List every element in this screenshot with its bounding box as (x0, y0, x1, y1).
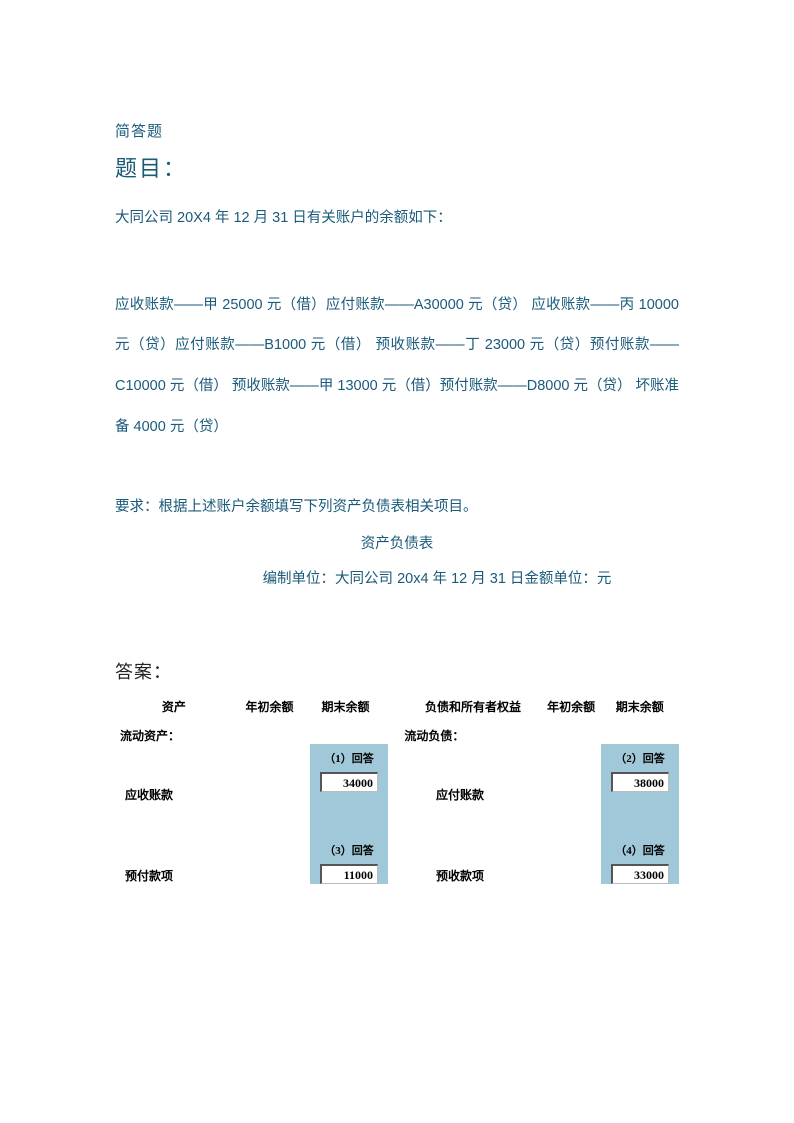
col-asset-header: 资产 (115, 698, 233, 715)
liab-labels-column: 应付账款 预收款项 (406, 744, 601, 884)
question-body: 应收账款——甲 25000 元（借）应付账款——A30000 元（贷） 应收账款… (115, 285, 679, 447)
table-sub-row: 流动资产： 流动负债： (115, 727, 679, 744)
balance-sheet-title: 资产负债表 (115, 532, 679, 553)
col-liab-header: 负债和所有者权益 (404, 698, 541, 715)
balance-sheet-subtitle: 编制单位：大同公司 20x4 年 12 月 31 日金额单位：元 (115, 567, 679, 588)
col-begin-header: 年初余额 (233, 698, 307, 715)
col-begin2-header: 年初余额 (542, 698, 601, 715)
answer-tag-1: （1）回答 (324, 750, 374, 766)
row-label-prepaid: 预付款项 (115, 844, 310, 884)
current-liabilities-label: 流动负债： (404, 727, 541, 744)
row-label-payable: 应付账款 (426, 744, 601, 844)
answer-heading: 答案： (115, 658, 679, 684)
asset-answer-column: （1）回答 34000 （3）回答 11000 (310, 744, 388, 884)
answer-input-3[interactable]: 11000 (320, 864, 378, 884)
answer-cell-3: （3）回答 11000 (310, 836, 388, 884)
section-label: 简答题 (115, 120, 679, 141)
answer-tag-4: （4）回答 (615, 842, 665, 858)
balance-sheet-table: 资产 年初余额 期末余额 负债和所有者权益 年初余额 期末余额 流动资产： 流动… (115, 698, 679, 884)
answer-tag-3: （3）回答 (324, 842, 374, 858)
current-assets-label: 流动资产： (115, 727, 233, 744)
answer-input-1[interactable]: 34000 (320, 772, 378, 792)
answer-tag-2: （2）回答 (615, 750, 665, 766)
asset-labels-column: 应收账款 预付款项 (115, 744, 310, 884)
row-label-receivable: 应收账款 (115, 744, 310, 844)
question-intro: 大同公司 20X4 年 12 月 31 日有关账户的余额如下： (115, 203, 679, 235)
answer-cell-2: （2）回答 38000 (601, 744, 679, 792)
answer-cell-1: （1）回答 34000 (310, 744, 388, 792)
question-heading: 题目： (115, 151, 679, 183)
col-end2-header: 期末余额 (601, 698, 679, 715)
answer-input-4[interactable]: 33000 (611, 864, 669, 884)
table-header-row: 资产 年初余额 期末余额 负债和所有者权益 年初余额 期末余额 (115, 698, 679, 715)
answer-area: 应收账款 预付款项 （1）回答 34000 （3）回答 11000 应付账款 预… (115, 744, 679, 884)
answer-cell-4: （4）回答 33000 (601, 836, 679, 884)
answer-input-2[interactable]: 38000 (611, 772, 669, 792)
col-end-header: 期末余额 (306, 698, 384, 715)
liab-answer-column: （2）回答 38000 （4）回答 33000 (601, 744, 679, 884)
row-label-advance: 预收款项 (426, 844, 601, 884)
question-requirement: 要求：根据上述账户余额填写下列资产负债表相关项目。 (115, 492, 679, 524)
